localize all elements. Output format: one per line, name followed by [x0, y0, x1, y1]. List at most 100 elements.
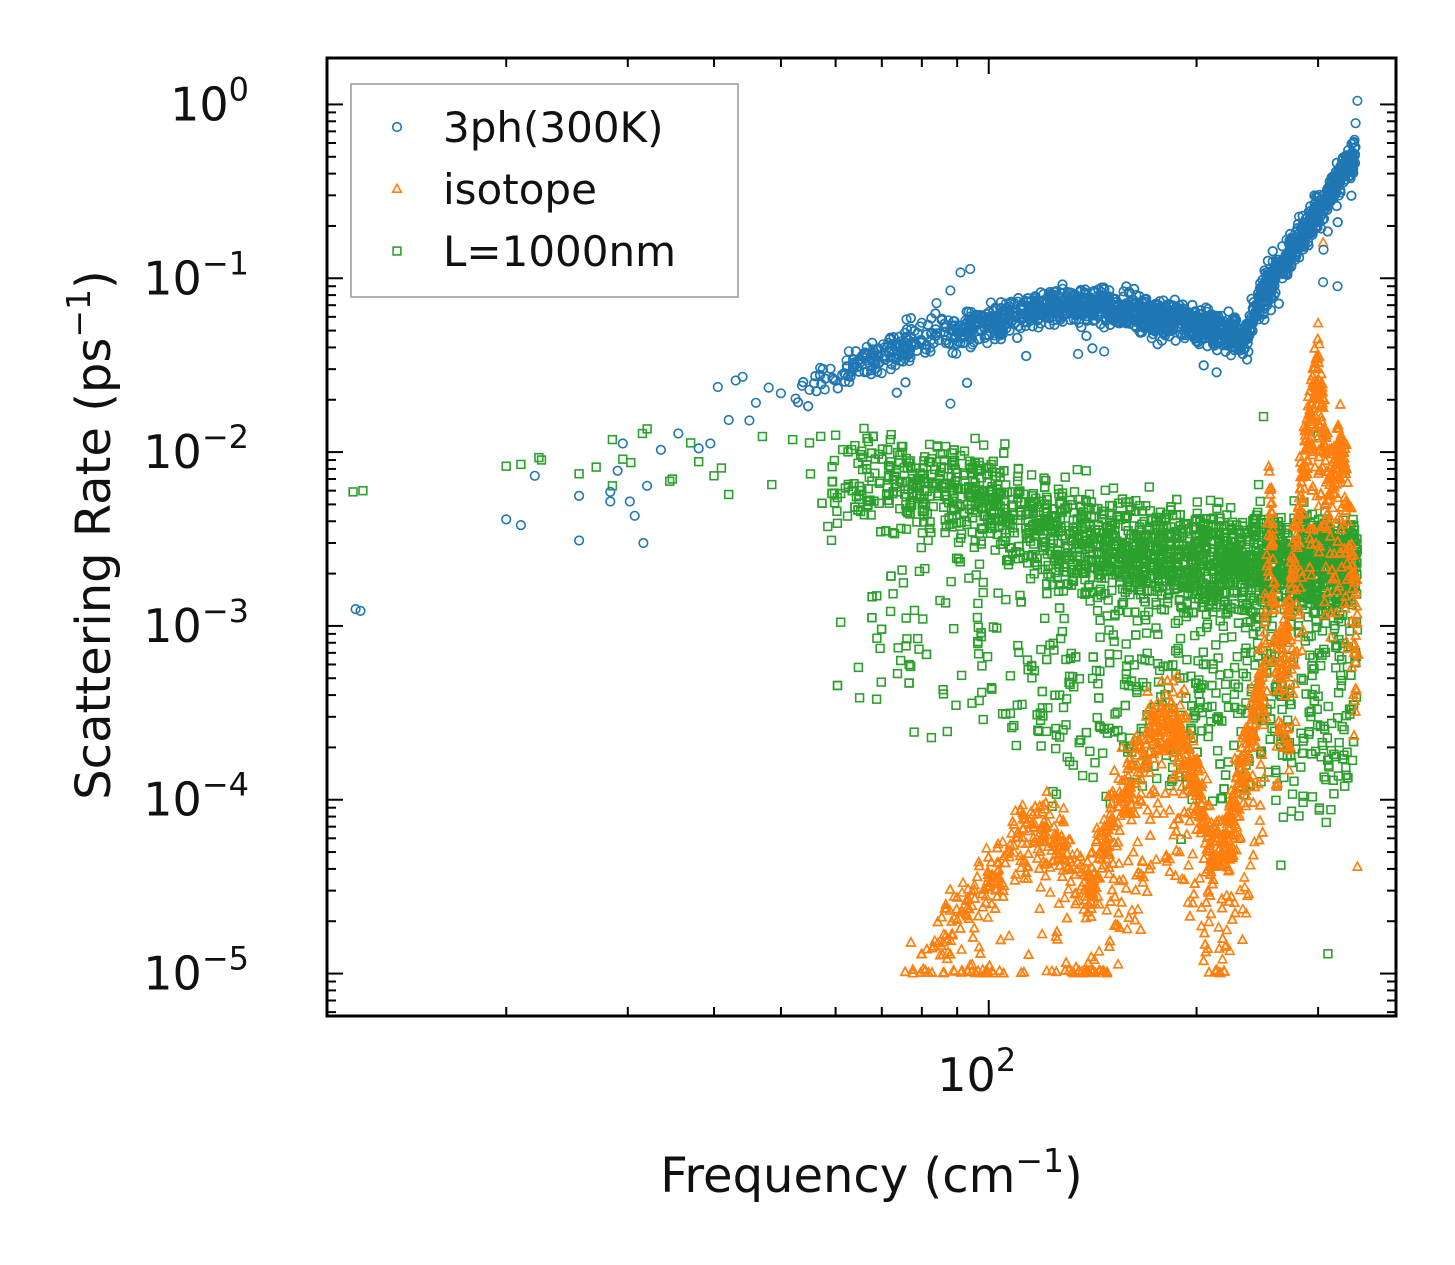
data-point	[876, 677, 887, 687]
data-point	[1336, 670, 1346, 681]
data-point	[1229, 662, 1240, 673]
data-point	[889, 528, 900, 539]
data-point	[1181, 828, 1193, 839]
data-point	[1013, 640, 1023, 651]
data-point	[1312, 720, 1323, 730]
data-point	[902, 634, 912, 644]
data-point	[895, 655, 906, 666]
data-point	[1346, 670, 1356, 681]
data-point	[1182, 859, 1195, 870]
data-point	[1327, 718, 1337, 729]
data-point	[1057, 626, 1068, 637]
data-point	[982, 651, 993, 662]
data-point	[716, 463, 727, 473]
data-point	[1131, 630, 1141, 640]
data-point	[1203, 723, 1214, 734]
data-point	[1163, 804, 1176, 815]
data-point	[1247, 849, 1259, 860]
data-point	[1088, 772, 1098, 783]
data-point	[626, 457, 636, 468]
data-point	[1061, 654, 1071, 665]
data-point	[1074, 737, 1084, 748]
data-point	[1132, 616, 1143, 626]
data-point	[1072, 464, 1083, 475]
data-point	[832, 518, 843, 529]
data-point	[993, 588, 1003, 598]
data-point	[1085, 746, 1095, 757]
data-point	[1100, 485, 1111, 495]
data-point	[1001, 594, 1011, 605]
data-point	[1015, 590, 1025, 601]
data-point	[1232, 651, 1243, 662]
data-point	[1334, 737, 1344, 748]
data-point	[1040, 613, 1050, 624]
data-point	[830, 430, 841, 440]
data-point	[1039, 473, 1049, 483]
data-point	[1238, 871, 1250, 882]
data-point	[827, 461, 837, 472]
data-point	[886, 571, 896, 581]
data-point	[667, 474, 678, 484]
data-point	[867, 612, 877, 623]
data-point	[1054, 489, 1064, 499]
data-point	[1077, 770, 1088, 781]
data-point	[901, 613, 911, 623]
data-point	[1271, 795, 1281, 806]
data-point	[1135, 923, 1147, 935]
data-point	[1131, 506, 1141, 516]
data-point	[1155, 758, 1168, 769]
data-point	[948, 623, 959, 634]
data-point	[1069, 487, 1080, 497]
data-point	[1176, 601, 1186, 612]
data-point	[974, 559, 985, 569]
data-point	[1036, 927, 1048, 939]
data-point	[1093, 945, 1105, 956]
data-point	[888, 589, 898, 599]
data-point	[1088, 652, 1098, 662]
data-point	[1213, 921, 1225, 932]
data-point	[1088, 652, 1098, 662]
data-point	[709, 471, 719, 481]
data-point	[829, 498, 840, 508]
data-point	[1286, 806, 1297, 816]
data-point	[1051, 789, 1062, 799]
data-point	[1092, 605, 1103, 616]
data-point	[1215, 670, 1225, 680]
data-point	[1059, 613, 1069, 624]
data-point	[1036, 644, 1046, 655]
data-point	[1202, 619, 1213, 629]
data-point	[1112, 649, 1123, 660]
data-point	[885, 606, 896, 617]
data-point	[1173, 615, 1184, 626]
data-point	[815, 431, 826, 442]
data-point	[1265, 734, 1275, 744]
data-point	[909, 605, 920, 616]
data-point	[909, 727, 919, 737]
data-point	[938, 684, 948, 695]
data-point	[1113, 725, 1123, 736]
data-point	[955, 943, 968, 954]
data-point	[976, 687, 987, 698]
data-point	[1212, 745, 1223, 756]
data-point	[1217, 793, 1228, 804]
data-point	[872, 633, 882, 643]
data-point	[1212, 503, 1222, 514]
data-point	[1112, 958, 1124, 969]
data-point	[1198, 647, 1209, 657]
data-point	[1013, 553, 1024, 564]
data-point	[973, 622, 984, 632]
data-point	[1289, 776, 1299, 786]
data-point	[1218, 621, 1229, 632]
data-point	[1258, 411, 1269, 422]
data-point	[978, 577, 988, 588]
data-point	[1323, 949, 1333, 959]
data-point	[1278, 812, 1289, 822]
data-point	[916, 542, 927, 553]
data-point	[886, 571, 896, 581]
data-point	[859, 423, 869, 434]
data-point	[1205, 495, 1216, 506]
data-point	[1197, 726, 1207, 736]
data-point	[1144, 482, 1155, 492]
data-point	[1296, 728, 1306, 738]
data-point	[1298, 675, 1309, 685]
